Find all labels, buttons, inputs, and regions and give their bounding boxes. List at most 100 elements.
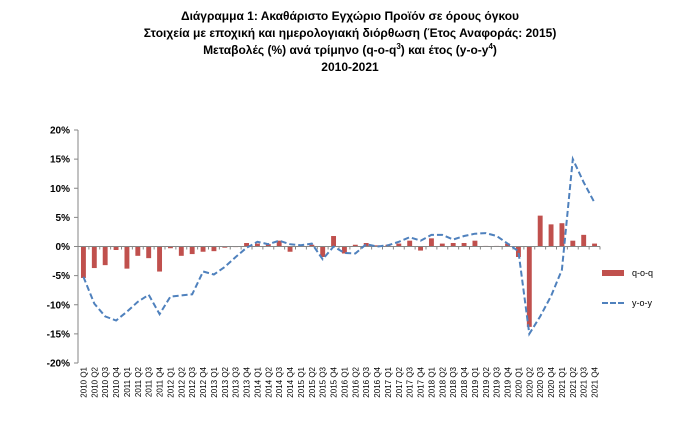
y-tick-label: -10%: [47, 300, 70, 311]
bar-qoq: [537, 215, 543, 247]
legend-item-qoq: q-o-q: [602, 258, 653, 288]
x-tick-label: 2013 Q4: [243, 366, 252, 397]
x-tick-label: 2011 Q4: [156, 366, 165, 397]
bar-qoq: [472, 240, 478, 247]
x-tick-label: 2011 Q1: [123, 366, 132, 397]
chart-titles: Διάγραμμα 1: Ακαθάριστο Εγχώριο Προϊόν σ…: [0, 8, 700, 76]
x-tick-label: 2016 Q1: [340, 366, 349, 397]
chart-title-line3: Μεταβολές (%) ανά τρίμηνο (q-o-q3) και έ…: [0, 42, 700, 59]
title-line3-pre: Μεταβολές (%) ανά τρίμηνο (q-o-q: [203, 43, 397, 57]
title-line3-sup2: 4: [488, 42, 493, 51]
x-tick-label: 2019 Q1: [471, 366, 480, 397]
x-tick-label: 2010 Q2: [90, 366, 99, 397]
y-tick-label: 20%: [50, 126, 70, 137]
y-tick-label: -20%: [47, 359, 70, 370]
bar-qoq: [331, 236, 337, 247]
bar-qoq: [265, 244, 271, 247]
bar-qoq: [222, 246, 228, 248]
x-tick-label: 2012 Q1: [166, 366, 175, 397]
x-tick-label: 2016 Q4: [373, 366, 382, 397]
y-tick-label: 5%: [56, 213, 71, 224]
bar-qoq: [157, 246, 163, 272]
x-tick-label: 2011 Q2: [134, 366, 143, 397]
y-tick-label: 10%: [50, 184, 70, 195]
title-line3-sup1: 3: [396, 42, 401, 51]
bar-qoq: [396, 243, 402, 247]
bar-qoq: [439, 243, 445, 247]
x-tick-label: 2016 Q3: [362, 366, 371, 397]
bar-qoq: [418, 246, 424, 251]
x-tick-label: 2010 Q3: [101, 366, 110, 397]
bar-qoq: [178, 246, 184, 256]
bar-qoq: [80, 246, 86, 278]
x-tick-label: 2015 Q2: [308, 366, 317, 397]
x-tick-label: 2017 Q2: [395, 366, 404, 397]
x-tick-label: 2013 Q2: [221, 366, 230, 397]
bar-qoq: [244, 243, 250, 247]
x-tick-label: 2014 Q2: [264, 366, 273, 397]
x-tick-label: 2013 Q3: [232, 366, 241, 397]
bar-qoq: [363, 243, 369, 247]
x-tick-label: 2011 Q3: [145, 366, 154, 397]
x-tick-label: 2019 Q4: [504, 366, 513, 397]
x-tick-label: 2019 Q3: [493, 366, 502, 397]
chart-title-line4: 2010-2021: [321, 60, 379, 74]
title-line3-mid: ) και έτος (y-o-y: [400, 43, 489, 57]
line-yoy: [82, 155, 596, 337]
x-tick-label: 2017 Q4: [417, 366, 426, 397]
x-tick-label: 2014 Q1: [253, 366, 262, 397]
x-tick-label: 2014 Q4: [286, 366, 295, 397]
x-tick-label: 2021 Q3: [580, 366, 589, 397]
x-tick-label: 2017 Q3: [406, 366, 415, 397]
bar-qoq: [276, 240, 282, 247]
x-tick-label: 2020 Q1: [514, 366, 523, 397]
bar-qoq: [320, 246, 326, 257]
x-tick-label: 2015 Q4: [330, 366, 339, 397]
bar-qoq: [341, 246, 347, 254]
x-tick-label: 2018 Q4: [460, 366, 469, 397]
chart-title-line1: Διάγραμμα 1: Ακαθάριστο Εγχώριο Προϊόν σ…: [180, 9, 520, 23]
bar-qoq: [91, 246, 97, 269]
x-tick-label: 2018 Q2: [438, 366, 447, 397]
bar-qoq: [146, 246, 152, 259]
x-tick-label: 2020 Q4: [547, 366, 556, 397]
bar-qoq: [515, 246, 521, 257]
chart-title-line2: Στοιχεία με εποχική και ημερολογιακή διό…: [143, 26, 557, 40]
bar-qoq: [135, 246, 141, 256]
x-tick-label: 2015 Q3: [319, 366, 328, 397]
y-tick-label: 0%: [56, 242, 71, 253]
x-tick-label: 2019 Q2: [482, 366, 491, 397]
bar-qoq: [450, 243, 456, 247]
bar-qoq: [461, 243, 467, 247]
bar-qoq: [407, 240, 413, 247]
bar-qoq: [113, 246, 119, 250]
bar-qoq: [526, 246, 532, 327]
legend-label-yoy: y-o-y: [632, 298, 652, 308]
bar-qoq: [592, 243, 598, 247]
x-tick-label: 2021 Q2: [569, 366, 578, 397]
x-tick-label: 2015 Q1: [297, 366, 306, 397]
x-tick-label: 2016 Q2: [351, 366, 360, 397]
y-tick-label: 15%: [50, 155, 70, 166]
bar-qoq: [505, 243, 511, 247]
bar-qoq: [200, 246, 206, 252]
bar-qoq: [254, 243, 260, 247]
bar-qoq: [374, 245, 380, 247]
bar-qoq: [548, 224, 554, 247]
bar-qoq: [167, 246, 173, 249]
bar-qoq: [352, 244, 358, 247]
bar-qoq: [124, 246, 130, 269]
bar-qoq: [189, 246, 195, 255]
title-line3-post: ): [492, 43, 497, 57]
x-tick-label: 2021 Q4: [591, 366, 600, 397]
bar-qoq: [559, 223, 565, 247]
bar-qoq: [581, 234, 587, 247]
y-tick-label: -15%: [47, 329, 70, 340]
bar-qoq: [428, 238, 434, 247]
x-tick-label: 2017 Q1: [384, 366, 393, 397]
x-tick-label: 2012 Q3: [188, 366, 197, 397]
x-tick-label: 2012 Q4: [199, 366, 208, 397]
x-tick-label: 2018 Q3: [449, 366, 458, 397]
legend-label-qoq: q-o-q: [632, 268, 654, 278]
x-tick-label: 2010 Q4: [112, 366, 121, 397]
